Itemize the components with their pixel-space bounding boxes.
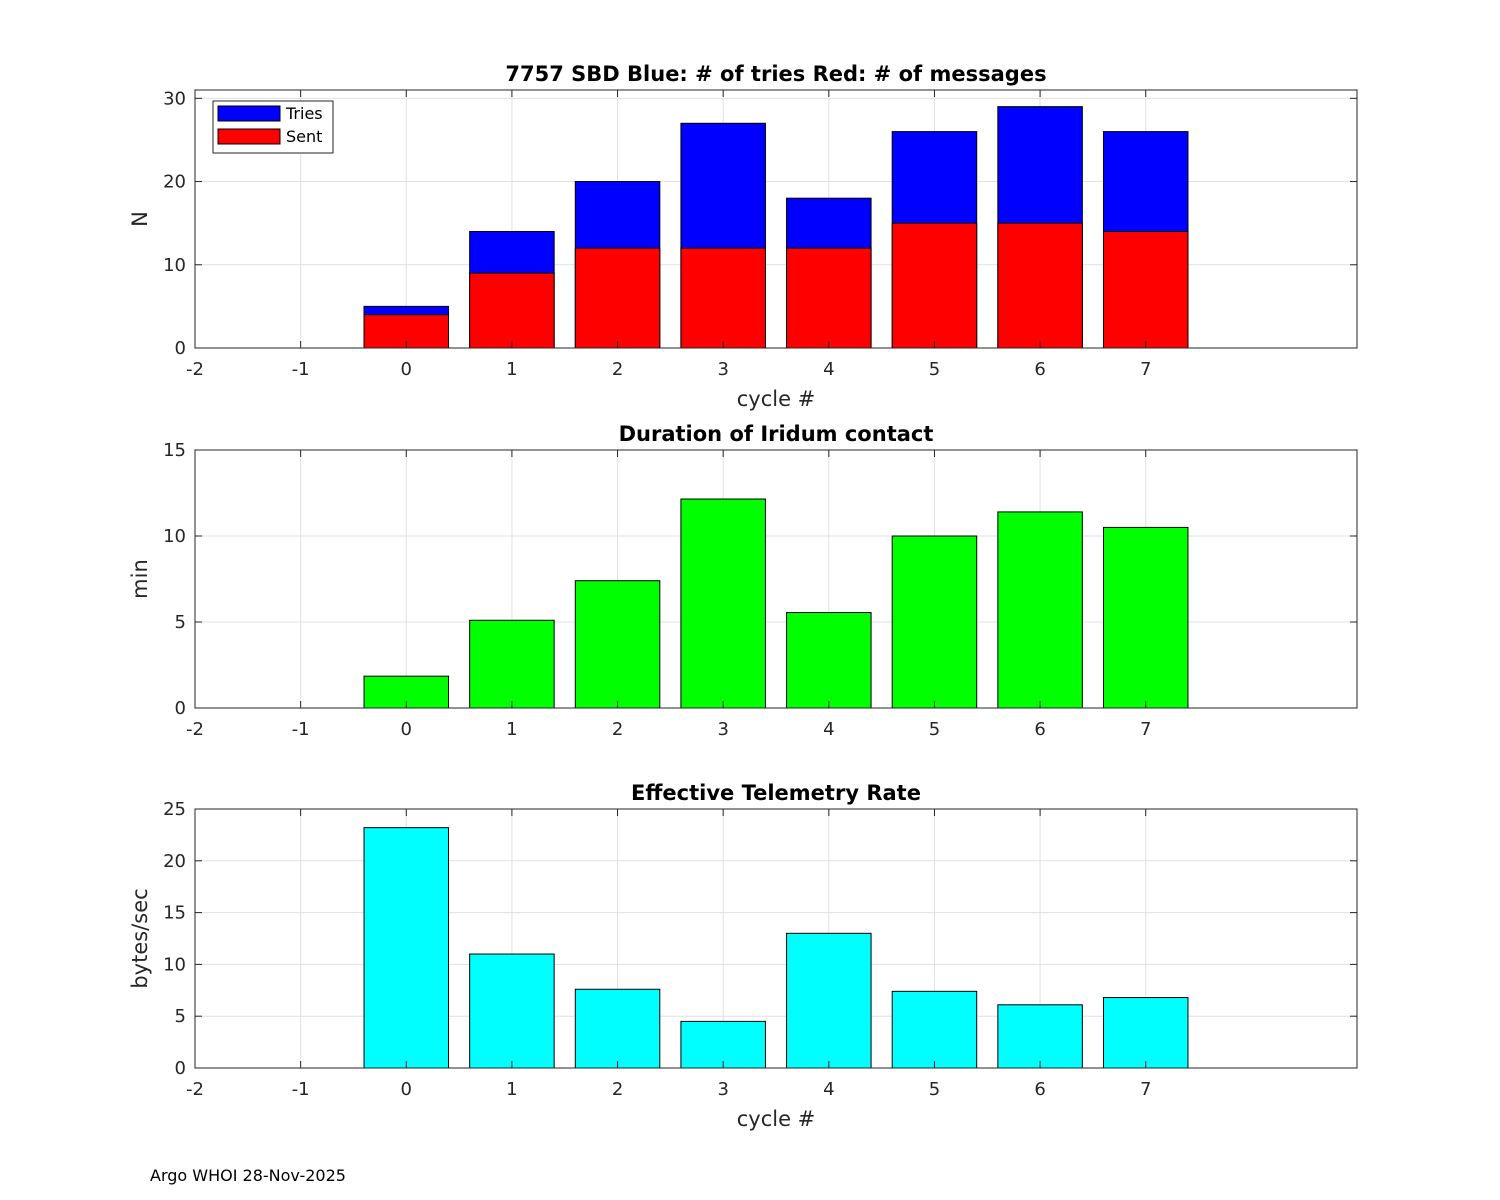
x-tick-label: 1: [506, 719, 517, 740]
x-tick-label: 4: [823, 1079, 834, 1100]
x-tick-label: 2: [612, 1079, 623, 1100]
y-axis-label: min: [128, 559, 152, 599]
chart-panel-1: -2 -1 0 1 2 3 4 5 6 7 0 10 20 30 7757 SBD Blue: # of t…: [128, 62, 1358, 411]
y-axis-label: N: [128, 211, 152, 227]
bar-rate-cycle-5: [891, 990, 978, 1069]
axes-box: [194, 449, 1358, 709]
x-tick-label: 4: [823, 719, 834, 740]
legend-label-tries: Tries: [285, 104, 323, 123]
bar-sent-cycle-1: [469, 272, 555, 349]
bar-duration-cycle-4: [786, 612, 872, 709]
y-tick-label: 5: [175, 612, 186, 633]
x-tick-label: 2: [612, 719, 623, 740]
x-tick-label: -2: [186, 359, 204, 380]
x-tick-label: 1: [506, 1079, 517, 1100]
x-tick-label: 7: [1140, 1079, 1151, 1100]
axes-box: [194, 89, 1358, 349]
x-tick-label: 6: [1034, 359, 1045, 380]
bar-rate-cycle-0: [363, 827, 450, 1069]
x-tick-label: 6: [1034, 719, 1045, 740]
x-tick-label: 6: [1034, 1079, 1045, 1100]
bar-duration-cycle-1: [469, 619, 555, 709]
y-tick-label: 0: [175, 338, 186, 359]
bar-duration-cycle-3: [680, 498, 766, 709]
x-tick-label: -2: [186, 719, 204, 740]
y-tick-label: 10: [163, 526, 186, 547]
x-tick-label: 3: [717, 1079, 728, 1100]
x-tick-label: 3: [717, 359, 728, 380]
bar-sent-cycle-2: [574, 247, 661, 349]
x-tick-label: -1: [292, 719, 310, 740]
legend: Tries Sent: [212, 100, 334, 154]
x-axis-label: cycle #: [737, 387, 816, 411]
bar-rate-cycle-3: [680, 1020, 766, 1069]
chart-title: 7757 SBD Blue: # of tries Red: # of mess…: [505, 62, 1046, 86]
bar-sent-cycle-5: [891, 222, 978, 349]
bar-sent-cycle-3: [680, 247, 766, 349]
x-tick-label: 7: [1140, 359, 1151, 380]
x-tick-label: 1: [506, 359, 517, 380]
chart-title: Duration of Iridum contact: [619, 422, 934, 446]
x-tick-label: 0: [401, 1079, 412, 1100]
bar-rate-cycle-7: [1102, 997, 1189, 1069]
y-tick-label: 0: [175, 698, 186, 719]
y-tick-label: 20: [163, 172, 186, 193]
bar-duration-cycle-6: [997, 511, 1083, 709]
y-tick-label: 20: [163, 851, 186, 872]
y-tick-label: 15: [163, 440, 186, 461]
y-tick-label: 30: [163, 88, 186, 109]
bar-sent-cycle-7: [1102, 230, 1189, 349]
bar-duration-cycle-2: [574, 580, 661, 709]
bar-duration-cycle-7: [1102, 526, 1189, 709]
x-tick-label: 5: [929, 719, 940, 740]
chart-title: Effective Telemetry Rate: [631, 781, 921, 805]
bar-sent-cycle-6: [997, 222, 1083, 349]
x-tick-label: 5: [929, 359, 940, 380]
x-axis-label: cycle #: [737, 1107, 816, 1131]
y-tick-label: 10: [163, 954, 186, 975]
bar-duration-cycle-5: [891, 535, 978, 709]
legend-label-sent: Sent: [286, 127, 322, 146]
x-tick-label: -1: [292, 359, 310, 380]
x-tick-label: 7: [1140, 719, 1151, 740]
legend-swatch-tries: [217, 105, 281, 122]
y-tick-label: 15: [163, 903, 186, 924]
y-tick-label: 0: [175, 1058, 186, 1079]
x-tick-label: -2: [186, 1079, 204, 1100]
x-tick-label: 2: [612, 359, 623, 380]
x-tick-label: 5: [929, 1079, 940, 1100]
x-tick-label: -1: [292, 1079, 310, 1100]
bar-rate-cycle-6: [997, 1004, 1083, 1069]
bar-sent-cycle-4: [786, 247, 872, 349]
bar-rate-cycle-1: [469, 953, 555, 1069]
bar-rate-cycle-2: [574, 988, 661, 1069]
x-tick-label: 0: [401, 359, 412, 380]
chart-panel-3: -2 -1 0 1 2 3 4 5 6 7 0 5 10 15 20 25 Effective Telemetr…: [128, 781, 1358, 1131]
legend-swatch-sent: [217, 128, 281, 145]
y-tick-label: 5: [175, 1006, 186, 1027]
bar-rate-cycle-4: [786, 932, 872, 1069]
y-tick-label: 25: [163, 799, 186, 820]
footer-credit: Argo WHOI 28-Nov-2025: [150, 1166, 346, 1185]
y-axis-label: bytes/sec: [128, 888, 152, 988]
x-tick-label: 3: [717, 719, 728, 740]
x-tick-label: 4: [823, 359, 834, 380]
chart-panel-2: -2 -1 0 1 2 3 4 5 6 7 0 5 10 15 Duration of Iridum con…: [128, 422, 1358, 740]
axes-box: [194, 808, 1358, 1069]
x-tick-label: 0: [401, 719, 412, 740]
y-tick-label: 10: [163, 255, 186, 276]
